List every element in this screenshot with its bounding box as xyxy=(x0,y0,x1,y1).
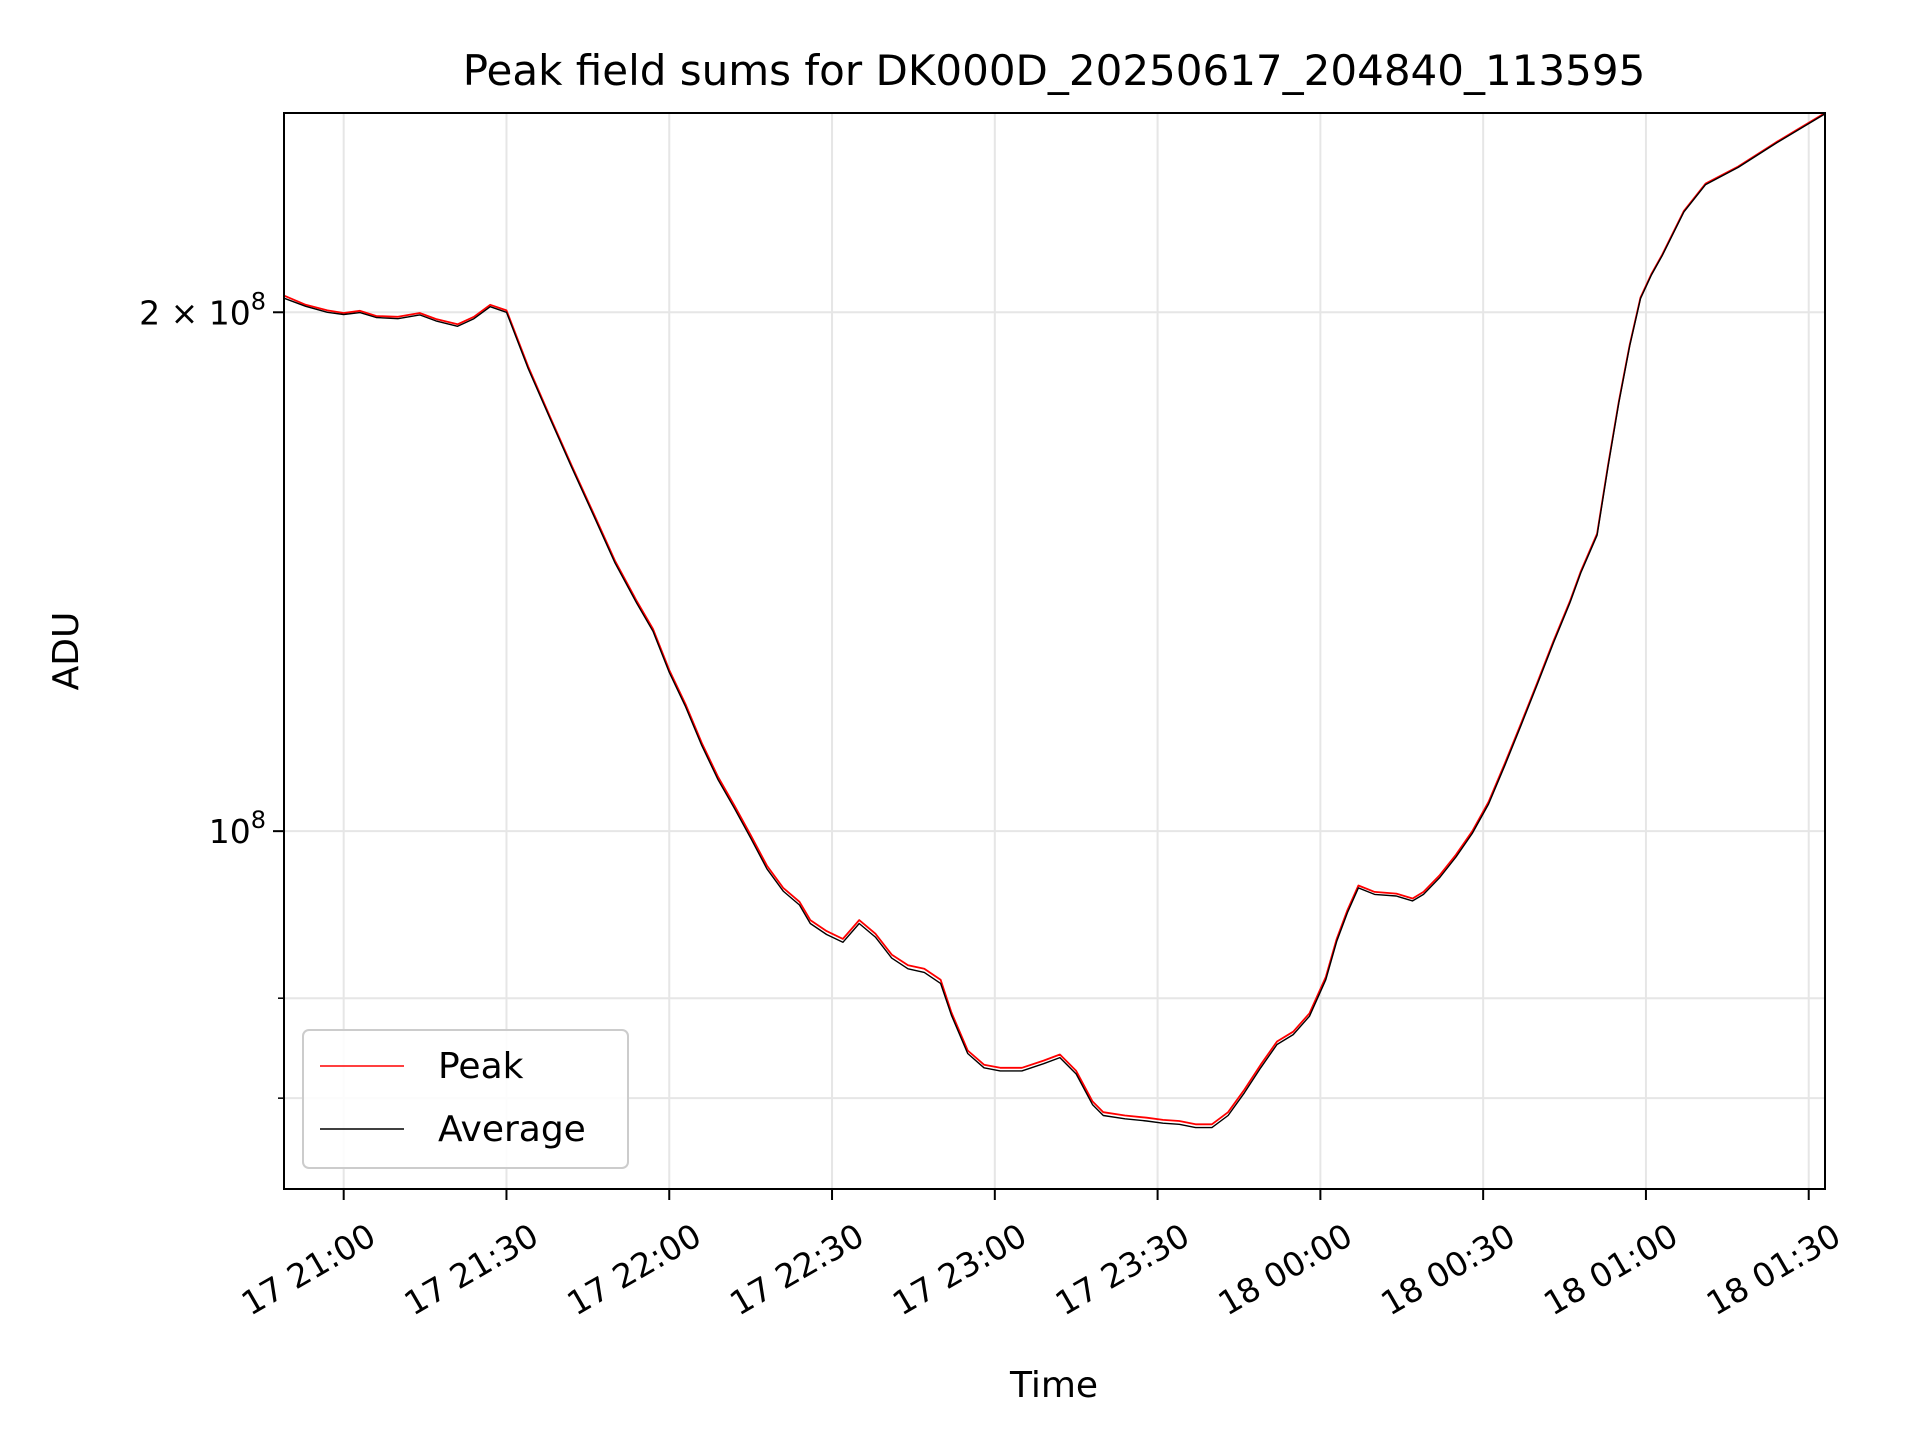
x-axis-title: Time xyxy=(1009,1365,1098,1406)
series-lines xyxy=(283,112,1826,1129)
y-axis-title: ADU xyxy=(46,612,87,691)
grid-lines xyxy=(284,113,1825,1189)
y-tick-label: 108 xyxy=(209,806,266,851)
plot-area-frame xyxy=(283,112,1826,1190)
legend-label-peak: Peak xyxy=(438,1046,524,1087)
chart-title: Peak field sums for DK000D_20250617_2048… xyxy=(463,46,1646,95)
legend-label-average: Average xyxy=(438,1109,586,1150)
legend-box xyxy=(302,1029,629,1169)
series-line-average xyxy=(283,113,1826,1129)
y-axis-ticks: 108 2 × 108 xyxy=(139,287,284,1099)
legend: Peak Average xyxy=(302,1029,629,1169)
y-tick-label: 2 × 108 xyxy=(139,287,266,332)
